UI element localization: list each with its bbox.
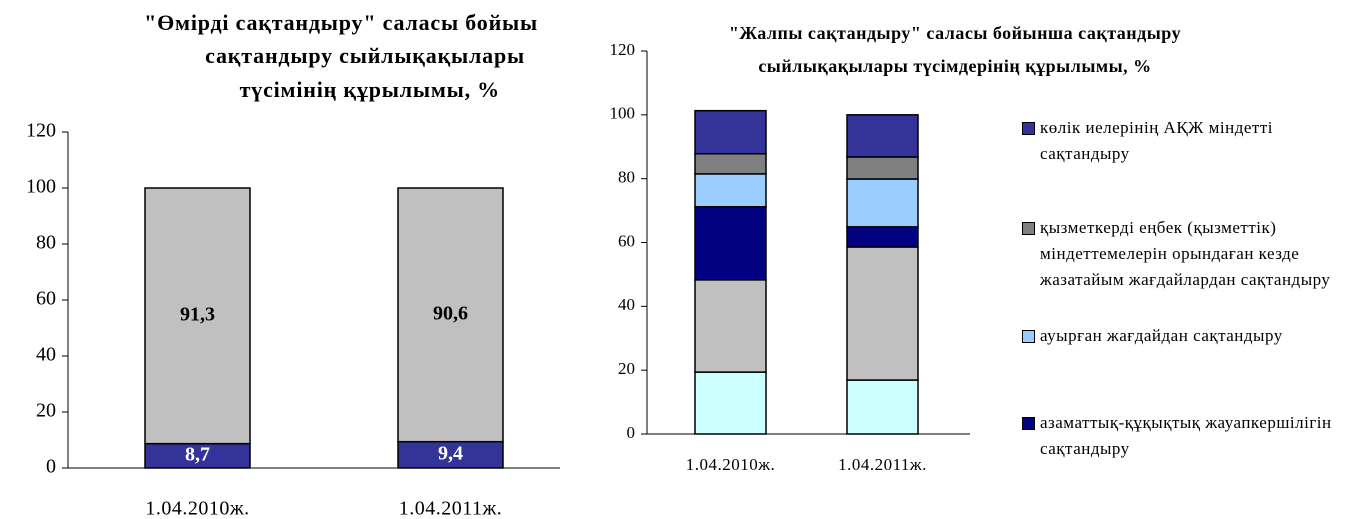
value-label: 9,4 [438,442,463,464]
legend-swatch [1022,222,1035,235]
legend-swatch [1022,417,1035,430]
y-tick-label: 0 [46,456,56,478]
x-tick-label: 1.04.2011ж. [838,455,927,474]
y-tick-label: 20 [618,359,635,378]
bar-segment [694,109,767,155]
bar-segment [846,114,919,158]
bar-segment [144,442,251,469]
bar-segment [846,379,919,435]
y-tick-label: 40 [618,295,635,314]
value-label: 90,6 [433,302,468,324]
bar-segment [397,440,504,469]
y-tick-label: 100 [610,104,636,123]
x-tick-label: 1.04.2010ж. [145,498,249,519]
chart-title: түсімінің құрылымы, % [240,77,500,102]
chart-title: сақтандыру сыйлықақылары [205,43,525,68]
y-tick-label: 80 [618,168,635,187]
legend-label: қызметкерді еңбек (қызметтік) міндеттеме… [1040,218,1331,289]
y-tick-label: 60 [36,288,56,310]
y-tick-label: 100 [26,176,56,198]
value-label: 8,7 [185,443,210,465]
y-tick-label: 40 [36,344,56,366]
y-tick-label: 120 [26,120,56,142]
legend-item: көлік иелерінің АҚЖ міндетті сақтандыру [1022,115,1340,167]
legend-item: азаматтық-құқықтық жауапкершілігін сақта… [1022,410,1340,462]
y-tick-label: 60 [618,231,635,250]
y-tick-label: 120 [610,40,636,59]
legend-label: азаматтық-құқықтық жауапкершілігін сақта… [1040,413,1332,458]
y-tick-label: 20 [36,400,56,422]
bar-segment [397,187,504,443]
value-label: 91,3 [180,303,215,325]
bar-segment [694,173,767,208]
legend-item: ауырған жағдайдан сақтандыру [1022,323,1340,349]
bar-segment [846,246,919,381]
legend-label: ауырған жағдайдан сақтандыру [1040,326,1283,345]
bar-segment [694,371,767,435]
y-tick-label: 80 [36,232,56,254]
x-tick-label: 1.04.2010ж. [686,455,776,474]
chart-title: сыйлықақылары түсімдерінің құрылымы, % [758,56,1151,76]
legend-swatch [1022,122,1035,135]
bar-segment [694,279,767,373]
y-tick-label: 0 [627,423,636,442]
bar-segment [846,156,919,180]
legend-item: қызметкерді еңбек (қызметтік) міндеттеме… [1022,215,1340,293]
legend-label: көлік иелерінің АҚЖ міндетті сақтандыру [1040,118,1273,163]
x-tick-label: 1.04.2011ж. [399,498,503,519]
bar-segment [694,153,767,175]
legend-swatch [1022,330,1035,343]
bar-segment [846,226,919,248]
chart-title: "Жалпы сақтандыру" саласы бойынша сақтан… [729,23,1181,43]
chart-title: "Өмірді сақтандыру" саласы бойыы [144,10,538,35]
bar-segment [694,206,767,281]
bar-segment [846,178,919,228]
bar-segment [144,187,251,445]
